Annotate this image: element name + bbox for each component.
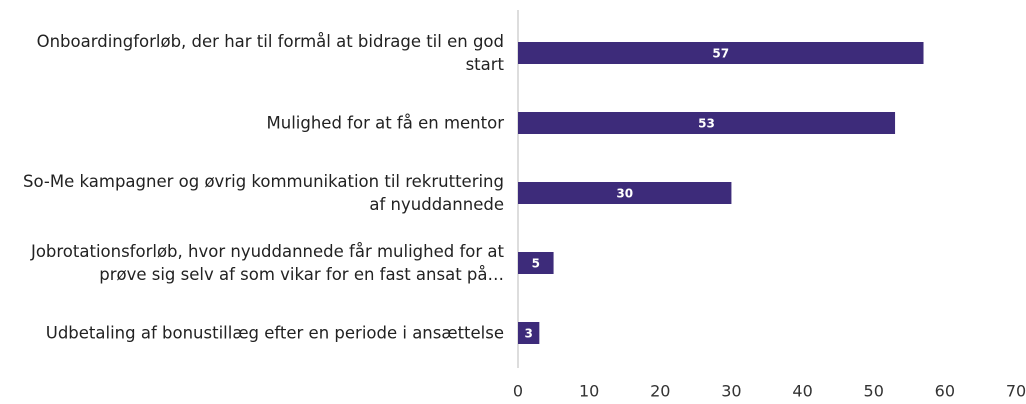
- x-tick-label: 50: [864, 382, 884, 401]
- bar: [518, 112, 896, 134]
- category-label: Jobrotationsforløb, hvor nyuddannede får…: [30, 242, 504, 284]
- category-label: Udbetaling af bonustillæg efter en perio…: [45, 323, 504, 343]
- data-label: 30: [616, 187, 633, 201]
- data-label: 5: [532, 257, 540, 271]
- x-tick-label: 60: [935, 382, 955, 401]
- x-tick-label: 0: [513, 382, 523, 401]
- bar: [518, 322, 540, 344]
- x-tick-label: 20: [650, 382, 670, 401]
- bar: [518, 42, 924, 64]
- x-tick-label: 70: [1006, 382, 1026, 401]
- data-label: 3: [524, 327, 532, 341]
- category-label: So-Me kampagner og øvrig kommunikation t…: [23, 172, 504, 214]
- x-tick-label: 40: [792, 382, 812, 401]
- bar: [518, 182, 732, 204]
- data-label: 57: [712, 47, 729, 61]
- data-label: 53: [698, 117, 715, 131]
- bar: [518, 252, 554, 274]
- category-label: Onboardingforløb, der har til formål at …: [36, 32, 504, 74]
- category-label: Mulighed for at få en mentor: [266, 113, 504, 133]
- x-tick-label: 30: [721, 382, 741, 401]
- x-tick-label: 10: [579, 382, 599, 401]
